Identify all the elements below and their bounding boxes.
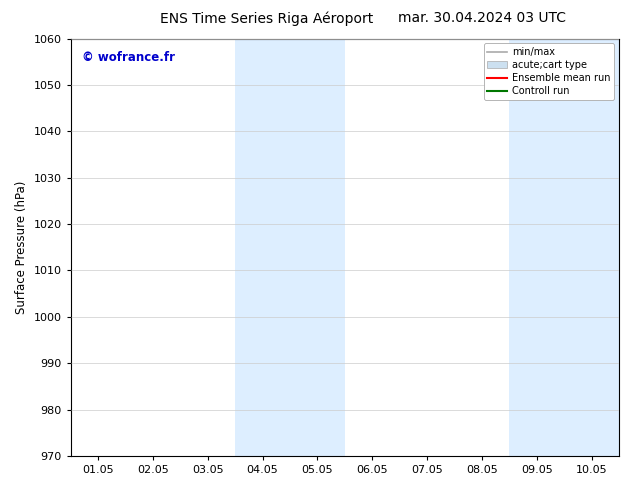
Bar: [509, 39, 619, 456]
Text: © wofrance.fr: © wofrance.fr: [82, 51, 175, 64]
Bar: [235, 39, 345, 456]
Y-axis label: Surface Pressure (hPa): Surface Pressure (hPa): [15, 181, 28, 314]
Legend: min/max, acute;cart type, Ensemble mean run, Controll run: min/max, acute;cart type, Ensemble mean …: [484, 44, 614, 100]
Text: mar. 30.04.2024 03 UTC: mar. 30.04.2024 03 UTC: [398, 11, 566, 25]
Text: ENS Time Series Riga Aéroport: ENS Time Series Riga Aéroport: [160, 11, 373, 26]
